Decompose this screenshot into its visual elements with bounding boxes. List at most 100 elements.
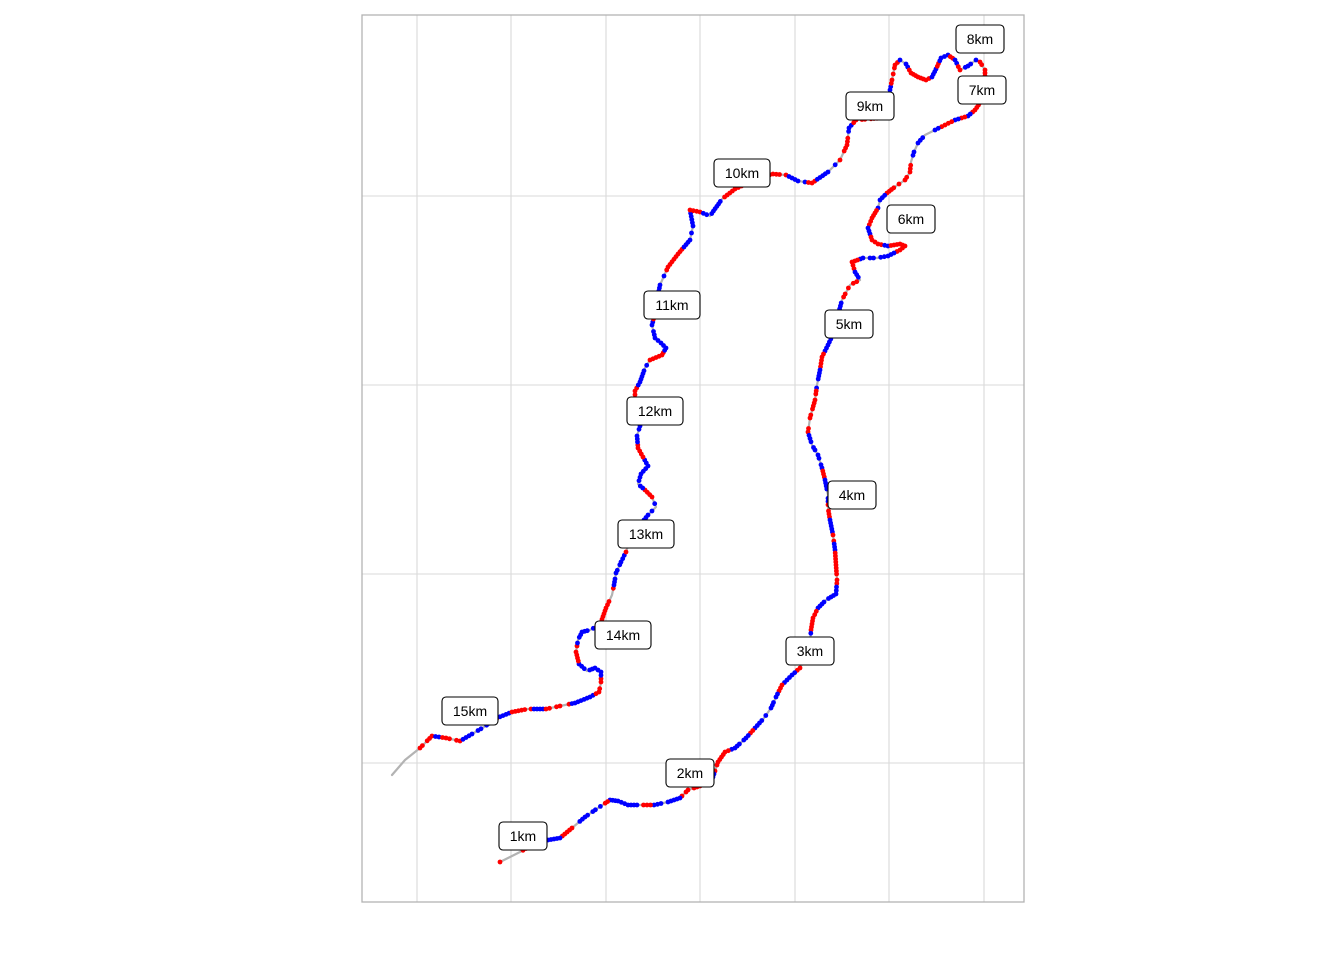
pace-dot [968, 61, 974, 67]
pace-dot [598, 804, 603, 809]
pace-dot [763, 713, 769, 718]
pace-dot [813, 391, 819, 397]
pace-dot [889, 77, 895, 83]
km-label-box [498, 821, 548, 851]
km-label-box [886, 204, 936, 234]
pace-dot [795, 178, 801, 184]
pace-dot [855, 274, 861, 280]
pace-dot [714, 762, 720, 768]
pace-dot [932, 127, 938, 133]
pace-dot [652, 501, 658, 507]
pace-dot [661, 273, 667, 279]
pace-dot [575, 640, 580, 646]
pace-dot [910, 152, 916, 158]
pace-dot [979, 62, 985, 68]
km-label-box [594, 620, 652, 650]
pace-dot [598, 672, 604, 678]
pace-dot [687, 237, 693, 243]
pace-dot [812, 447, 818, 453]
km-labels-layer: 1km 2km 3km 4km 5km 6km 7km 8km 9km 10km 11km 12km 1… [441, 24, 1007, 851]
pace-dot [651, 802, 657, 808]
pace-dot [890, 71, 896, 77]
km-label: 4km [827, 480, 877, 510]
km-label-box [957, 75, 1007, 105]
pace-dot [641, 802, 646, 808]
pace-dot [689, 230, 694, 236]
pace-dot [741, 737, 747, 743]
km-label-text: 3km [797, 643, 823, 659]
km-label: 15km [441, 696, 499, 726]
pace-dot [808, 630, 814, 636]
pace-dot [826, 596, 831, 601]
pace-dot [871, 255, 876, 261]
km-label: 14km [594, 620, 652, 650]
pace-dot [584, 628, 590, 634]
pace-dot [606, 599, 612, 604]
pace-dot [834, 577, 840, 583]
km-label-text: 7km [969, 82, 995, 98]
pace-dot [834, 584, 839, 590]
pace-dot [644, 362, 650, 368]
pace-dot [773, 694, 779, 700]
pace-dot [598, 676, 604, 682]
pace-dot [807, 415, 813, 421]
km-label-text: 13km [629, 526, 663, 542]
pace-dot [557, 703, 563, 709]
pace-dot [897, 57, 903, 63]
pace-dot [878, 254, 884, 260]
pace-dot [637, 483, 643, 489]
pace-dot [717, 199, 723, 204]
km-label-box [785, 636, 835, 666]
pace-dot [522, 707, 528, 712]
pace-dot [573, 649, 579, 655]
pace-dot [810, 406, 815, 412]
km-label-box [955, 24, 1005, 54]
pace-dot [634, 433, 640, 439]
map-gridlines [362, 15, 1024, 902]
pace-dot [777, 172, 782, 177]
pace-dot [704, 212, 710, 218]
pace-dot [907, 169, 913, 175]
pace-dot [645, 512, 651, 518]
pace-dot [837, 157, 843, 163]
pace-dot [846, 285, 851, 291]
pace-dot [433, 734, 438, 739]
km-label: 2km [665, 758, 715, 788]
km-label-text: 11km [655, 297, 688, 313]
pace-dot [436, 734, 442, 740]
km-label: 6km [886, 204, 936, 234]
pace-dot [614, 567, 620, 573]
km-label: 3km [785, 636, 835, 666]
pace-dot [602, 800, 608, 806]
pace-dot [957, 67, 963, 73]
km-label-text: 6km [898, 211, 924, 227]
pace-dot [440, 735, 445, 740]
pace-dot [683, 789, 689, 795]
km-label-box [713, 158, 771, 188]
pace-dot [577, 819, 583, 824]
pace-dot [420, 743, 425, 748]
pace-dot [834, 581, 840, 586]
km-label: 5km [824, 309, 874, 339]
pace-dot [641, 368, 647, 374]
pace-dot [587, 667, 593, 673]
km-label-text: 1km [510, 828, 536, 844]
pace-dot [845, 135, 851, 141]
pace-dot [469, 731, 475, 737]
pace-dot [447, 736, 452, 742]
km-label: 12km [626, 396, 684, 426]
map-panel-border [361, 14, 1025, 903]
km-label-box [626, 396, 684, 426]
km-label-text: 10km [725, 165, 759, 181]
pace-dot [429, 733, 435, 739]
km-label: 10km [713, 158, 771, 188]
km-label-text: 5km [836, 316, 862, 332]
pace-dot [830, 532, 836, 538]
pace-dot [833, 588, 839, 593]
km-label-text: 2km [677, 765, 703, 781]
pace-dot [881, 254, 887, 260]
pace-dot [665, 799, 671, 805]
pace-dot [867, 255, 873, 261]
pace-dot [815, 376, 821, 382]
km-label-box [643, 290, 701, 320]
